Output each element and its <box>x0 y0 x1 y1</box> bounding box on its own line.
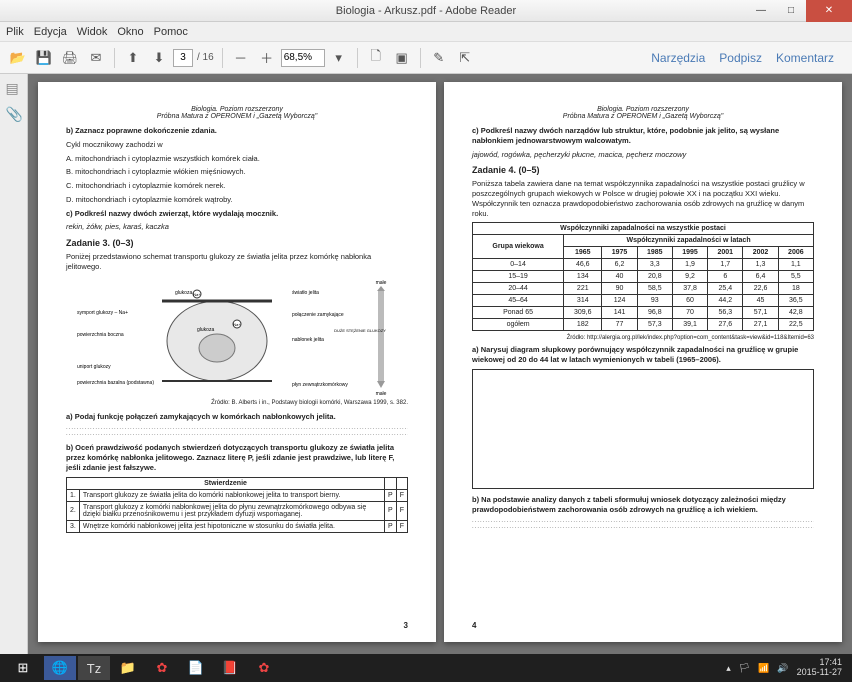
task-c-intro-r: c) Podkreśl nazwy dwóch narządów lub str… <box>472 126 814 146</box>
page-up-icon[interactable]: ⬆ <box>121 46 145 70</box>
chart-drawing-area <box>472 369 814 489</box>
close-button[interactable]: ✕ <box>806 0 852 22</box>
task-c-list-r: jajowód, rogówka, pęcherzyki płucne, mac… <box>472 150 814 160</box>
save-icon[interactable]: 💾 <box>32 46 56 70</box>
opt-c: C. mitochondriach i cytoplazmie komórek … <box>66 181 408 191</box>
pf-table: Stwierdzenie 1.Transport glukozy ze świa… <box>66 477 408 533</box>
svg-text:glukoza: glukoza <box>175 290 192 296</box>
page-number: 4 <box>472 621 476 630</box>
menu-pomoc[interactable]: Pomoc <box>154 26 188 38</box>
zadanie-4-intro: Poniższa tabela zawiera dane na temat ws… <box>472 179 814 218</box>
svg-text:Na+: Na+ <box>193 292 201 297</box>
taskbar-reader[interactable]: 📕 <box>214 656 246 680</box>
table-source: Źródło: http://alergia.org.pl/lek/index.… <box>472 335 814 341</box>
share-icon[interactable]: ⇱ <box>453 46 477 70</box>
zoom-in-icon[interactable]: ＋ <box>255 46 279 70</box>
taskbar-app[interactable]: ✿ <box>248 656 280 680</box>
tool-icon[interactable]: 🗋 <box>364 46 388 70</box>
svg-text:płyn zewnątrzkomórkowy: płyn zewnątrzkomórkowy <box>292 382 348 388</box>
link-podpisz[interactable]: Podpisz <box>719 51 762 65</box>
page-header-2: Próbna Matura z OPERONEM i „Gazetą Wybor… <box>472 113 814 120</box>
thumbnails-icon[interactable]: ▤ <box>6 80 22 96</box>
svg-text:powierzchnia bazalna (podstawn: powierzchnia bazalna (podstawna) <box>77 380 154 386</box>
svg-text:małe: małe <box>376 391 387 396</box>
toolbar: 📂 💾 🖨 ✉ ⬆ ⬇ / 16 － ＋ ▾ 🗋 ▣ ✎ ⇱ Narzędzia… <box>0 42 852 74</box>
maximize-button[interactable]: □ <box>776 0 806 22</box>
svg-text:nabłonek jelita: nabłonek jelita <box>292 337 324 343</box>
page-number-input[interactable] <box>173 49 193 67</box>
svg-text:powierzchnia boczna: powierzchnia boczna <box>77 332 124 338</box>
svg-text:uniport glukozy: uniport glukozy <box>77 364 111 370</box>
cell-diagram: Na+ Na+ glukoza glukoza światło jelita p… <box>66 276 408 396</box>
opt-b: B. mitochondriach i cytoplazmie włókien … <box>66 167 408 177</box>
answer-line: ........................................… <box>472 524 814 530</box>
taskbar-app[interactable]: Tz <box>78 656 110 680</box>
svg-text:małe: małe <box>376 280 387 286</box>
minimize-button[interactable]: — <box>746 0 776 22</box>
svg-text:światło jelita: światło jelita <box>292 290 319 296</box>
pdf-page-4: Biologia. Poziom rozszerzony Próbna Matu… <box>444 82 842 642</box>
taskbar: ⊞ 🌐 Tz 📁 ✿ 📄 📕 ✿ ▴ 🏳 📶 🔊 17:41 2015-11-2… <box>0 654 852 682</box>
zoom-dropdown-icon[interactable]: ▾ <box>327 46 351 70</box>
svg-text:połączenie zamykające: połączenie zamykające <box>292 312 344 318</box>
system-tray[interactable]: ▴ 🏳 📶 🔊 17:41 2015-11-27 <box>726 658 848 678</box>
task-c-intro: c) Podkreśl nazwy dwóch zwierząt, które … <box>66 209 408 219</box>
task-3a: a) Podaj funkcję połączeń zamykających w… <box>66 412 408 422</box>
task-b-text: Cykl mocznikowy zachodzi w <box>66 140 408 150</box>
document-area: Biologia. Poziom rozszerzony Próbna Matu… <box>28 74 852 654</box>
attachments-icon[interactable]: 📎 <box>6 106 22 122</box>
open-icon[interactable]: 📂 <box>6 46 30 70</box>
svg-text:glukoza: glukoza <box>197 327 214 333</box>
zadanie-3-title: Zadanie 3. (0–3) <box>66 238 408 248</box>
page-header-1: Biologia. Poziom rozszerzony <box>472 106 814 113</box>
task-b-intro: b) Zaznacz poprawne dokończenie zdania. <box>66 126 408 136</box>
page-total: / 16 <box>197 52 214 63</box>
window-titlebar: Biologia - Arkusz.pdf - Adobe Reader — □… <box>0 0 852 22</box>
task-4b: b) Na podstawie analizy danych z tabeli … <box>472 495 814 515</box>
start-button[interactable]: ⊞ <box>4 656 42 680</box>
menu-widok[interactable]: Widok <box>77 26 108 38</box>
diagram-source: Źródło: B. Alberts i in., Podstawy biolo… <box>66 400 408 406</box>
opt-a: A. mitochondriach i cytoplazmie wszystki… <box>66 154 408 164</box>
mail-icon[interactable]: ✉ <box>84 46 108 70</box>
zadanie-3-intro: Poniżej przedstawiono schemat transportu… <box>66 252 408 272</box>
menu-plik[interactable]: Plik <box>6 26 24 38</box>
page-header-1: Biologia. Poziom rozszerzony <box>66 106 408 113</box>
link-komentarz[interactable]: Komentarz <box>776 51 834 65</box>
clock[interactable]: 17:41 2015-11-27 <box>797 658 842 678</box>
tray-up-icon[interactable]: ▴ <box>726 663 731 674</box>
taskbar-explorer[interactable]: 📁 <box>112 656 144 680</box>
svg-text:Na+: Na+ <box>233 322 241 327</box>
highlight-icon[interactable]: ✎ <box>427 46 451 70</box>
link-narzedzia[interactable]: Narzędzia <box>651 51 705 65</box>
page-down-icon[interactable]: ⬇ <box>147 46 171 70</box>
menu-bar: Plik Edycja Widok Okno Pomoc <box>0 22 852 42</box>
task-4a: a) Narysuj diagram słupkowy porównujący … <box>472 345 814 365</box>
answer-line: ........................................… <box>66 431 408 437</box>
tool2-icon[interactable]: ▣ <box>390 46 414 70</box>
tray-flag-icon[interactable]: 🏳 <box>739 663 750 674</box>
data-table: Współczynniki zapadalności na wszystkie … <box>472 222 814 331</box>
pdf-page-3: Biologia. Poziom rozszerzony Próbna Matu… <box>38 82 436 642</box>
taskbar-word[interactable]: 📄 <box>180 656 212 680</box>
task-3b: b) Oceń prawdziwość podanych stwierdzeń … <box>66 443 408 472</box>
svg-text:DUŻE STĘŻENIE GLUKOZY: DUŻE STĘŻENIE GLUKOZY <box>334 328 386 333</box>
window-title: Biologia - Arkusz.pdf - Adobe Reader <box>336 5 516 17</box>
tray-sound-icon[interactable]: 🔊 <box>777 663 788 674</box>
taskbar-app[interactable]: ✿ <box>146 656 178 680</box>
opt-d: D. mitochondriach i cytoplazmie komórek … <box>66 195 408 205</box>
side-panel: ▤ 📎 <box>0 74 28 654</box>
taskbar-app[interactable]: 🌐 <box>44 656 76 680</box>
print-icon[interactable]: 🖨 <box>58 46 82 70</box>
page-header-2: Próbna Matura z OPERONEM i „Gazetą Wybor… <box>66 113 408 120</box>
tray-net-icon[interactable]: 📶 <box>758 663 769 674</box>
menu-okno[interactable]: Okno <box>117 26 143 38</box>
zoom-input[interactable] <box>281 49 325 67</box>
task-c-list: rekin, żółw, pies, karaś, kaczka <box>66 222 408 232</box>
zadanie-4-title: Zadanie 4. (0–5) <box>472 165 814 175</box>
menu-edycja[interactable]: Edycja <box>34 26 67 38</box>
svg-text:symport glukozy – Na+: symport glukozy – Na+ <box>77 310 128 316</box>
page-number: 3 <box>404 621 408 630</box>
zoom-out-icon[interactable]: － <box>229 46 253 70</box>
